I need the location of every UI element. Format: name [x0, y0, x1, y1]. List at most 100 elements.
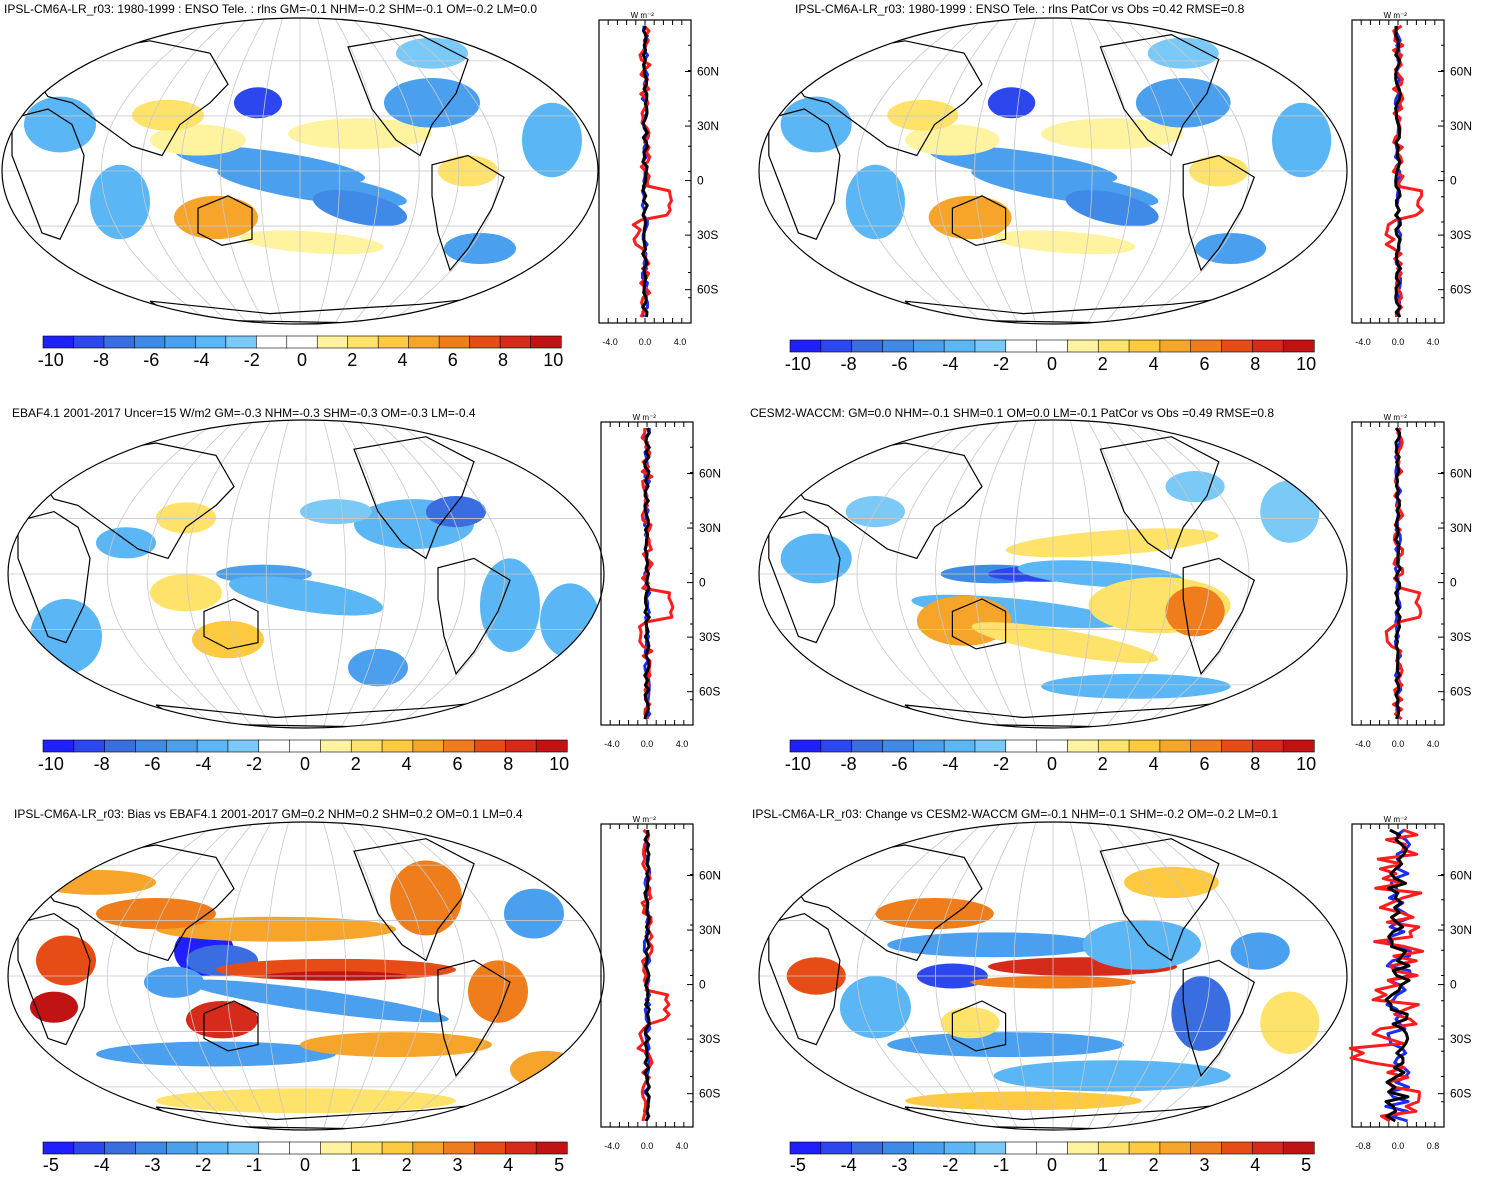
latitude-label: 30S	[699, 630, 720, 644]
latitude-label: 30N	[1450, 521, 1472, 535]
colorbar-swatch	[1221, 739, 1253, 753]
coastline	[1099, 436, 1220, 560]
colorbar-swatch	[1097, 1141, 1130, 1155]
latitude-label: 30S	[1450, 630, 1471, 644]
colorbar-swatch	[1128, 339, 1161, 353]
colorbar-tick-label: 3	[452, 1155, 463, 1175]
colorbar-tick-label: -4	[193, 350, 210, 370]
colorbar-swatch	[289, 739, 322, 753]
latitude-label: 30N	[1450, 923, 1472, 937]
colorbar-tick-label: -4	[93, 1155, 110, 1175]
colorbar-swatch	[350, 739, 383, 753]
colorbar-swatch	[258, 1141, 291, 1155]
coastline	[1182, 154, 1256, 272]
colorbar-swatch	[443, 739, 476, 753]
colorbar-tick-label: 0	[299, 754, 310, 774]
profile-units: W m⁻²	[1384, 413, 1408, 422]
coastline	[11, 108, 85, 240]
colorbar-swatch	[1252, 1141, 1284, 1155]
map	[758, 821, 1348, 1131]
colorbar-tick-label: 6	[447, 350, 458, 370]
colorbar-swatch	[408, 335, 440, 349]
colorbar-swatch	[227, 1141, 260, 1155]
colorbar-tick-label: 10	[549, 754, 570, 774]
coastline	[785, 844, 983, 962]
colorbar-swatch	[474, 739, 506, 753]
colorbar-tick-label: 10	[1296, 754, 1317, 774]
latitude-label: 60S	[1450, 1087, 1471, 1101]
colorbar-swatch	[227, 739, 260, 753]
colorbar-tick-label: 4	[1148, 354, 1159, 374]
colorbar-tick-label: 0	[296, 350, 307, 370]
colorbar-tick-label: -10	[784, 754, 811, 774]
panel-title: IPSL-CM6A-LR_r03: Change vs CESM2-WACCM …	[752, 807, 1279, 821]
colorbar-tick-label: -10	[37, 754, 64, 774]
colorbar-swatch	[135, 1141, 167, 1155]
latitude-label: 0	[1450, 174, 1457, 188]
colorbar-tick-label: -6	[144, 754, 161, 774]
latitude-label: 30S	[697, 228, 718, 242]
map	[758, 419, 1348, 729]
colorbar-swatch	[505, 1141, 537, 1155]
colorbar-tick-label: 4	[401, 754, 412, 774]
colorbar-tick-label: 1	[1097, 1155, 1108, 1175]
colorbar-swatch	[381, 1141, 414, 1155]
colorbar-tick-label: -2	[243, 350, 260, 370]
colorbar-swatch	[42, 739, 75, 753]
colorbar-swatch	[1282, 1141, 1315, 1155]
colorbar-swatch	[347, 335, 379, 349]
colorbar-tick-label: -4	[195, 754, 212, 774]
profile-tick-label: 0.0	[639, 337, 652, 347]
coastline	[951, 598, 1007, 650]
colorbar-swatch	[789, 739, 822, 753]
colorbar-swatch	[289, 1141, 322, 1155]
coastline	[785, 442, 983, 560]
colorbar-tick-label: -6	[143, 350, 160, 370]
colorbar-swatch	[443, 1141, 476, 1155]
coastline	[35, 442, 235, 560]
colorbar-swatch	[1282, 739, 1315, 753]
colorbar-tick-label: 2	[401, 1155, 412, 1175]
colorbar-swatch	[1221, 339, 1253, 353]
coastline	[1182, 557, 1256, 676]
colorbar-labels: -5 -4 -3 -2 -1 0 1 2 3 4 5	[790, 1155, 1314, 1177]
colorbar-swatch	[820, 739, 853, 753]
colorbar-swatch	[882, 739, 914, 753]
colorbar-swatch	[73, 739, 106, 753]
profile-line	[641, 25, 649, 318]
colorbar-tick-label: 10	[543, 350, 564, 370]
colorbar-tick-label: 8	[1250, 354, 1261, 374]
colorbar-tick-label: 0	[1046, 1155, 1057, 1175]
profile-tick-label: 0.0	[641, 739, 654, 749]
map-boundary	[758, 821, 1348, 1131]
coastline	[951, 1000, 1007, 1052]
colorbar-tick-label: 0	[299, 1155, 310, 1175]
map	[7, 419, 605, 729]
coastline	[951, 195, 1007, 247]
colorbar-swatch	[1005, 339, 1038, 353]
latitude-label: 0	[699, 576, 706, 590]
profile-tick-label: 4.0	[1427, 337, 1440, 347]
profile-line	[631, 24, 673, 318]
colorbar-swatch	[73, 335, 105, 349]
colorbar-tick-label: -6	[891, 754, 908, 774]
colorbar-swatch	[286, 335, 318, 349]
map-boundary	[7, 419, 605, 729]
colorbar-tick-label: 10	[1296, 354, 1317, 374]
colorbar-swatch	[1067, 739, 1099, 753]
profile-tick-label: -4.0	[604, 739, 620, 749]
colorbar-tick-label: 2	[347, 350, 358, 370]
colorbar-swatch	[505, 739, 537, 753]
colorbar-swatch	[469, 335, 501, 349]
colorbar-swatch	[789, 339, 822, 353]
colorbar-tick-label: 4	[1148, 754, 1159, 774]
profile-line	[643, 427, 651, 720]
colorbar-tick-label: 5	[1301, 1155, 1312, 1175]
colorbar-swatch	[1036, 739, 1069, 753]
colorbar-swatch	[42, 335, 75, 349]
latitude-label: 30N	[697, 119, 719, 133]
latitude-label: 60N	[1450, 65, 1472, 79]
colorbar-labels: -10 -8 -6 -4 -2 0 2 4 6 8 10	[38, 754, 569, 778]
colorbar-swatch	[1190, 339, 1223, 353]
colorbar-swatch	[974, 1141, 1007, 1155]
